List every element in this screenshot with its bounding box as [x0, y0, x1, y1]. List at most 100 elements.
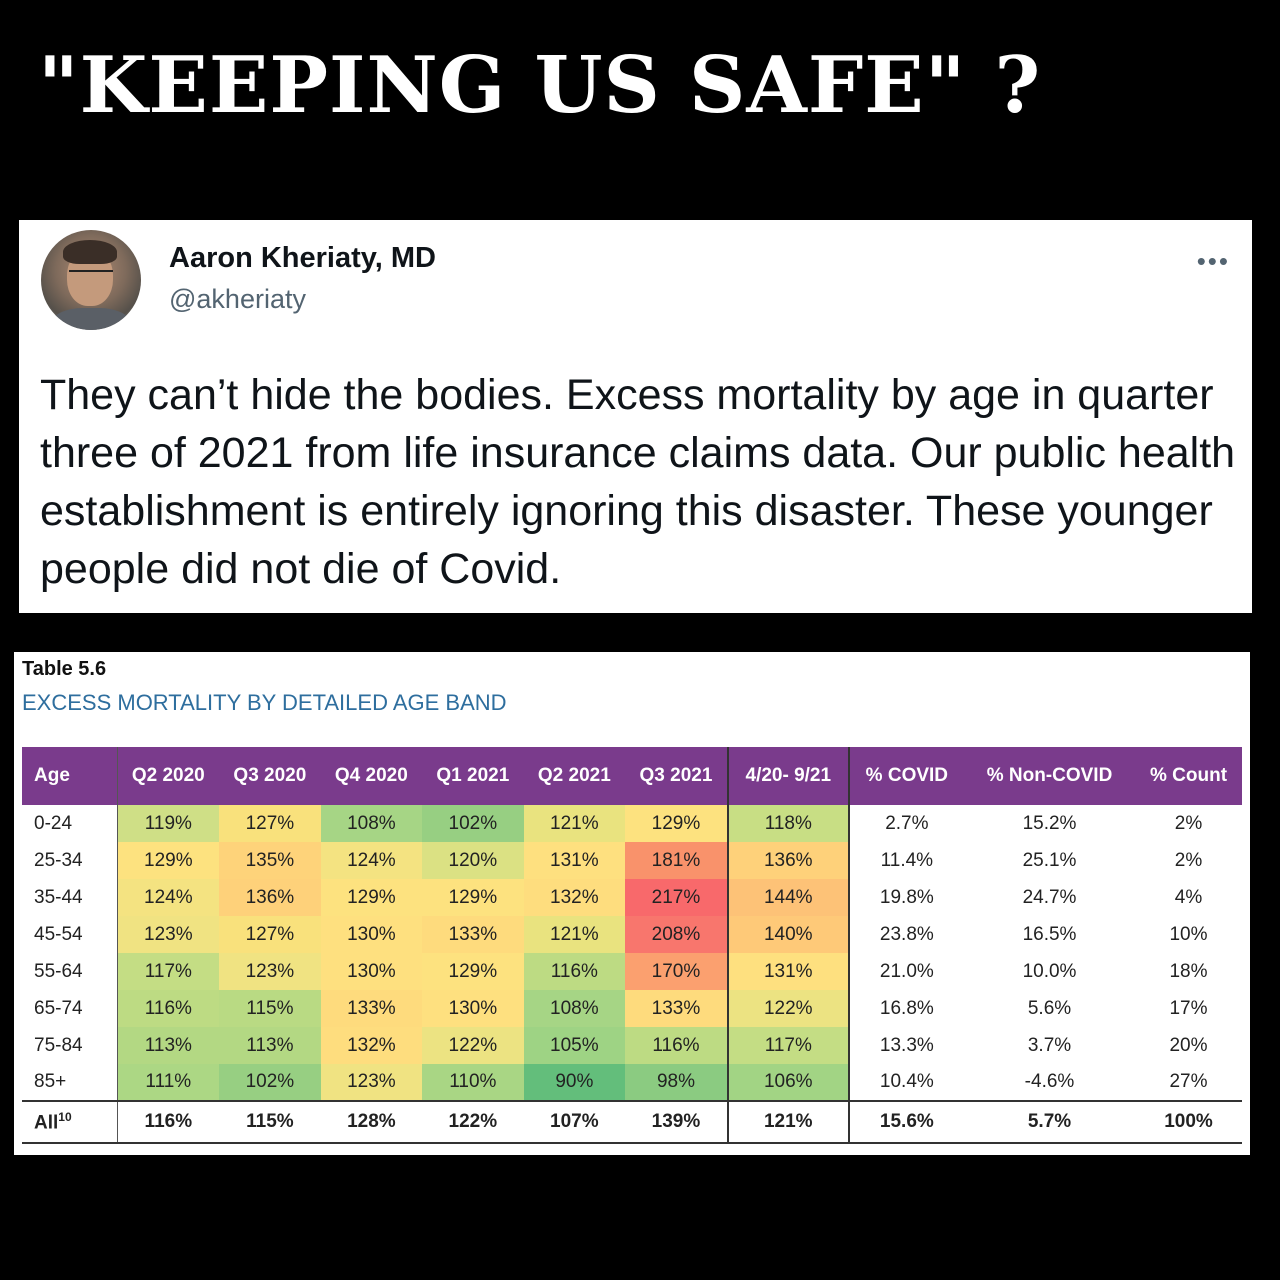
mortality-value-cell: 217%: [625, 879, 728, 916]
noncovid-pct-cell: -4.6%: [1024, 1071, 1075, 1092]
table-row: 45-54 123% 127% 130% 133% 121% 208% 140% 23.8% 16…: [22, 916, 1242, 953]
table-row: 65-74 116% 115% 133% 130% 108% 133% 122% 16.8% 5.…: [22, 990, 1242, 1027]
mortality-value-cell: 136%: [219, 879, 321, 916]
mortality-value-cell: 170%: [625, 953, 728, 990]
count-pct-cell: 20%: [1169, 1034, 1208, 1056]
mortality-value-cell: 127%: [219, 916, 321, 953]
age-band-cell: 75-84: [22, 1027, 118, 1064]
avatar[interactable]: [41, 230, 141, 330]
tweet-card[interactable]: Aaron Kheriaty, MD @akheriaty ••• They c…: [19, 220, 1252, 613]
mortality-value-cell: 130%: [320, 953, 423, 990]
mortality-value-cell: 116%: [523, 953, 626, 990]
mortality-value-cell: 123%: [219, 953, 321, 990]
mortality-value-cell: 129%: [422, 953, 524, 990]
table-header-row: Age Q2 2020 Q3 2020 Q4 2020 Q1 2021 Q2 2021 Q3…: [22, 747, 1242, 805]
covid-pct-cell: 19.8%: [879, 886, 934, 908]
count-pct-cell: 17%: [1169, 997, 1208, 1019]
table-row: 85+ 111% 102% 123% 110% 90% 98% 106% 10.4% -4.6% 2…: [22, 1064, 1242, 1101]
tweet-text: They can’t hide the bodies. Excess morta…: [40, 371, 1236, 593]
mortality-value-cell: 132%: [320, 1027, 423, 1064]
mortality-value-cell: 136%: [726, 842, 850, 879]
mortality-value-cell: 123%: [320, 1064, 423, 1101]
total-covid-cell: 15.6%: [848, 1100, 964, 1144]
noncovid-pct-cell: 10.0%: [1022, 960, 1077, 982]
mortality-value-cell: 181%: [625, 842, 728, 879]
table-row: 0-24 119% 127% 108% 102% 121% 129% 118% 2.7% 15.2…: [22, 805, 1242, 842]
mortality-value-cell: 132%: [523, 879, 626, 916]
total-value-cell: 107%: [523, 1100, 626, 1144]
total-value-cell: 121%: [726, 1100, 850, 1144]
noncovid-pct-cell: 15.2%: [1022, 812, 1077, 834]
age-band-cell: 0-24: [22, 805, 118, 842]
age-band-cell: 55-64: [22, 953, 118, 990]
mortality-value-cell: 102%: [422, 805, 524, 842]
mortality-value-cell: 113%: [117, 1027, 220, 1064]
count-pct-cell: 27%: [1169, 1071, 1208, 1092]
mortality-value-cell: 124%: [320, 842, 423, 879]
age-band-cell: 25-34: [22, 842, 118, 879]
noncovid-pct-cell: 25.1%: [1022, 849, 1077, 871]
covid-pct-cell: 10.4%: [879, 1071, 934, 1092]
table-header-cell: % Non-COVID: [963, 747, 1136, 805]
mortality-value-cell: 108%: [523, 990, 626, 1027]
mortality-value-cell: 116%: [117, 990, 220, 1027]
table-row: 55-64 117% 123% 130% 129% 116% 170% 131% 21.0% 10…: [22, 953, 1242, 990]
mortality-value-cell: 116%: [625, 1027, 728, 1064]
mortality-value-cell: 129%: [422, 879, 524, 916]
table-header-cell: Q2 2021: [523, 747, 626, 805]
total-noncovid-cell: 5.7%: [963, 1100, 1136, 1144]
table-image: Table 5.6 EXCESS MORTALITY BY DETAILED A…: [14, 652, 1250, 1155]
table-header-cell: Q1 2021: [422, 747, 524, 805]
covid-pct-cell: 23.8%: [879, 923, 934, 945]
total-value-cell: 116%: [117, 1100, 220, 1144]
mortality-value-cell: 133%: [422, 916, 524, 953]
mortality-value-cell: 98%: [625, 1064, 728, 1101]
mortality-value-cell: 130%: [422, 990, 524, 1027]
age-band-cell: 35-44: [22, 879, 118, 916]
mortality-value-cell: 110%: [422, 1064, 524, 1101]
mortality-value-cell: 108%: [320, 805, 423, 842]
mortality-value-cell: 133%: [625, 990, 728, 1027]
total-value-cell: 115%: [219, 1100, 321, 1144]
table-label: Table 5.6: [22, 658, 107, 680]
mortality-value-cell: 120%: [422, 842, 524, 879]
mortality-value-cell: 121%: [523, 805, 626, 842]
mortality-value-cell: 115%: [219, 990, 321, 1027]
table-header-cell: Q2 2020: [117, 747, 220, 805]
total-value-cell: 128%: [320, 1100, 423, 1144]
noncovid-pct-cell: 24.7%: [1022, 886, 1077, 908]
mortality-value-cell: 90%: [523, 1064, 626, 1101]
mortality-value-cell: 117%: [726, 1027, 850, 1064]
author-handle[interactable]: @akheriaty: [169, 284, 306, 314]
mortality-value-cell: 135%: [219, 842, 321, 879]
more-horizontal-icon[interactable]: •••: [1196, 246, 1230, 276]
headline: "KEEPING US SAFE" ?: [38, 40, 1042, 131]
covid-pct-cell: 2.7%: [885, 812, 929, 834]
mortality-table: Age Q2 2020 Q3 2020 Q4 2020 Q1 2021 Q2 2021 Q3…: [22, 747, 1242, 1144]
total-count-cell: 100%: [1135, 1100, 1242, 1144]
mortality-value-cell: 118%: [726, 805, 850, 842]
table-header-cell: Q4 2020: [320, 747, 423, 805]
table-row: 35-44 124% 136% 129% 129% 132% 217% 144% 19.8% 24…: [22, 879, 1242, 916]
total-row: All10 116% 115% 128% 122% 107% 139% 121% 15.6% 5.…: [22, 1100, 1242, 1144]
table-header-cell: % COVID: [848, 747, 964, 805]
noncovid-pct-cell: 16.5%: [1022, 923, 1077, 945]
mortality-value-cell: 122%: [726, 990, 850, 1027]
mortality-value-cell: 122%: [422, 1027, 524, 1064]
table-title: EXCESS MORTALITY BY DETAILED AGE BAND: [22, 690, 507, 715]
age-band-cell: 45-54: [22, 916, 118, 953]
count-pct-cell: 2%: [1174, 812, 1203, 834]
table-header-cell: Q3 2020: [219, 747, 321, 805]
total-value-cell: 122%: [422, 1100, 524, 1144]
mortality-value-cell: 113%: [219, 1027, 321, 1064]
age-band-cell: 65-74: [22, 990, 118, 1027]
author-name[interactable]: Aaron Kheriaty, MD: [169, 242, 436, 274]
mortality-value-cell: 106%: [726, 1064, 850, 1101]
count-pct-cell: 18%: [1169, 960, 1208, 982]
age-band-cell: 85+: [22, 1064, 118, 1101]
mortality-value-cell: 102%: [219, 1064, 321, 1101]
noncovid-pct-cell: 3.7%: [1027, 1034, 1072, 1056]
total-age-cell: All10: [22, 1100, 118, 1144]
count-pct-cell: 10%: [1169, 923, 1208, 945]
covid-pct-cell: 16.8%: [879, 997, 934, 1019]
